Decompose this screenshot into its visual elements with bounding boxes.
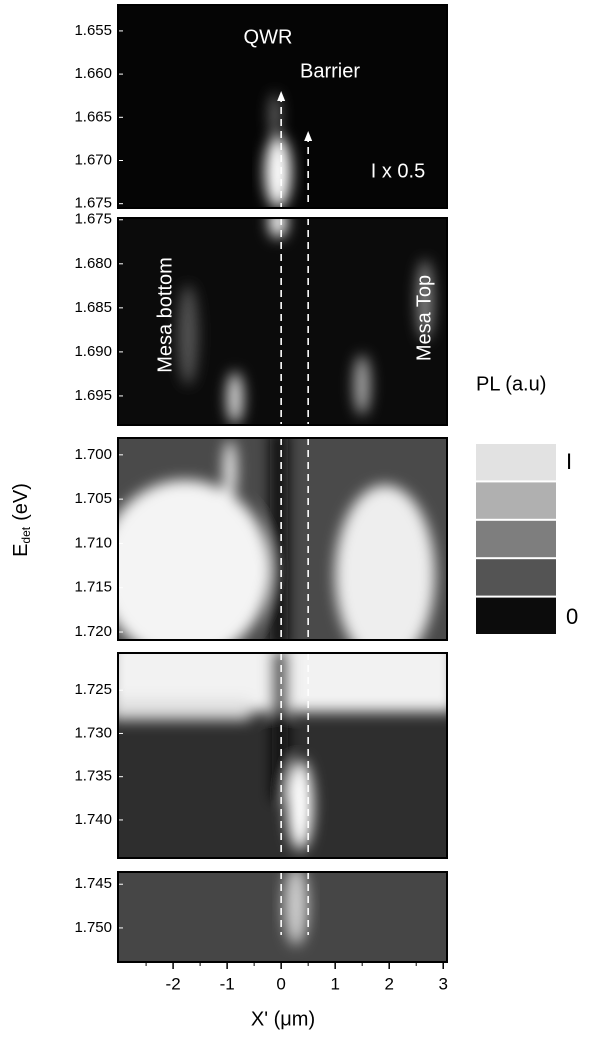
annotation: Mesa bottom [154,257,176,373]
y-tick-label: 1.675 [74,195,112,212]
y-tick-label: 1.705 [74,490,112,507]
panel-image [118,438,447,640]
colorbar-min-label: 0 [566,604,578,629]
colorbar-max-label: I [566,449,572,474]
y-tick-label: 1.680 [74,255,112,272]
x-tick-label: 2 [384,974,393,993]
annotation: Barrier [300,60,360,82]
guide-arrow [277,91,286,101]
y-label-unit: (eV) [10,483,32,521]
y-tick-label: 1.690 [74,343,112,360]
y-tick-label: 1.720 [74,623,112,640]
y-tick-label: 1.685 [74,299,112,316]
y-tick-label: 1.695 [74,387,112,404]
y-tick-label: 1.710 [74,534,112,551]
annotation: Mesa Top [413,275,435,361]
colorbar-swatch [476,520,556,558]
x-tick-label: 3 [438,974,447,993]
y-tick-label: 1.725 [74,681,112,698]
panel-frame [117,4,448,209]
y-tick-label: 1.665 [74,108,112,125]
y-tick-label: 1.730 [74,724,112,741]
y-tick-label: 1.740 [74,811,112,828]
panel-image [118,653,447,858]
y-label-sub: det [19,526,33,543]
colorbar-swatch [476,444,556,481]
y-tick-label: 1.745 [74,875,112,892]
colorbar-title: PL (a.u) [476,373,546,395]
y-tick-label: 1.700 [74,446,112,463]
y-tick-label: 1.675 [74,211,112,228]
x-axis-label: X' (μm) [251,1008,315,1030]
panel-frame [117,217,448,426]
x-tick-label: 0 [276,974,285,993]
panel-image [118,218,447,425]
panel-image [118,5,447,208]
x-tick-label: -2 [166,974,181,993]
x-tick-label: -1 [220,974,235,993]
annotation: QWR [244,26,293,48]
y-tick-label: 1.670 [74,151,112,168]
panel-frame [117,652,448,859]
y-axis-label: Edet (eV) [10,483,33,557]
panel-frame [117,871,448,963]
colorbar-swatch [476,482,556,519]
annotation: I x 0.5 [371,160,425,182]
y-tick-label: 1.655 [74,22,112,39]
panel-image [118,872,447,962]
y-label-main: E [10,544,32,557]
colorbar-swatch [476,559,556,596]
y-tick-label: 1.715 [74,579,112,596]
guide-arrow [304,131,313,141]
x-tick-label: 1 [330,974,339,993]
y-tick-label: 1.660 [74,65,112,82]
colorbar-swatch [476,597,556,634]
panel-frame [117,437,448,641]
y-tick-label: 1.750 [74,919,112,936]
y-tick-label: 1.735 [74,768,112,785]
